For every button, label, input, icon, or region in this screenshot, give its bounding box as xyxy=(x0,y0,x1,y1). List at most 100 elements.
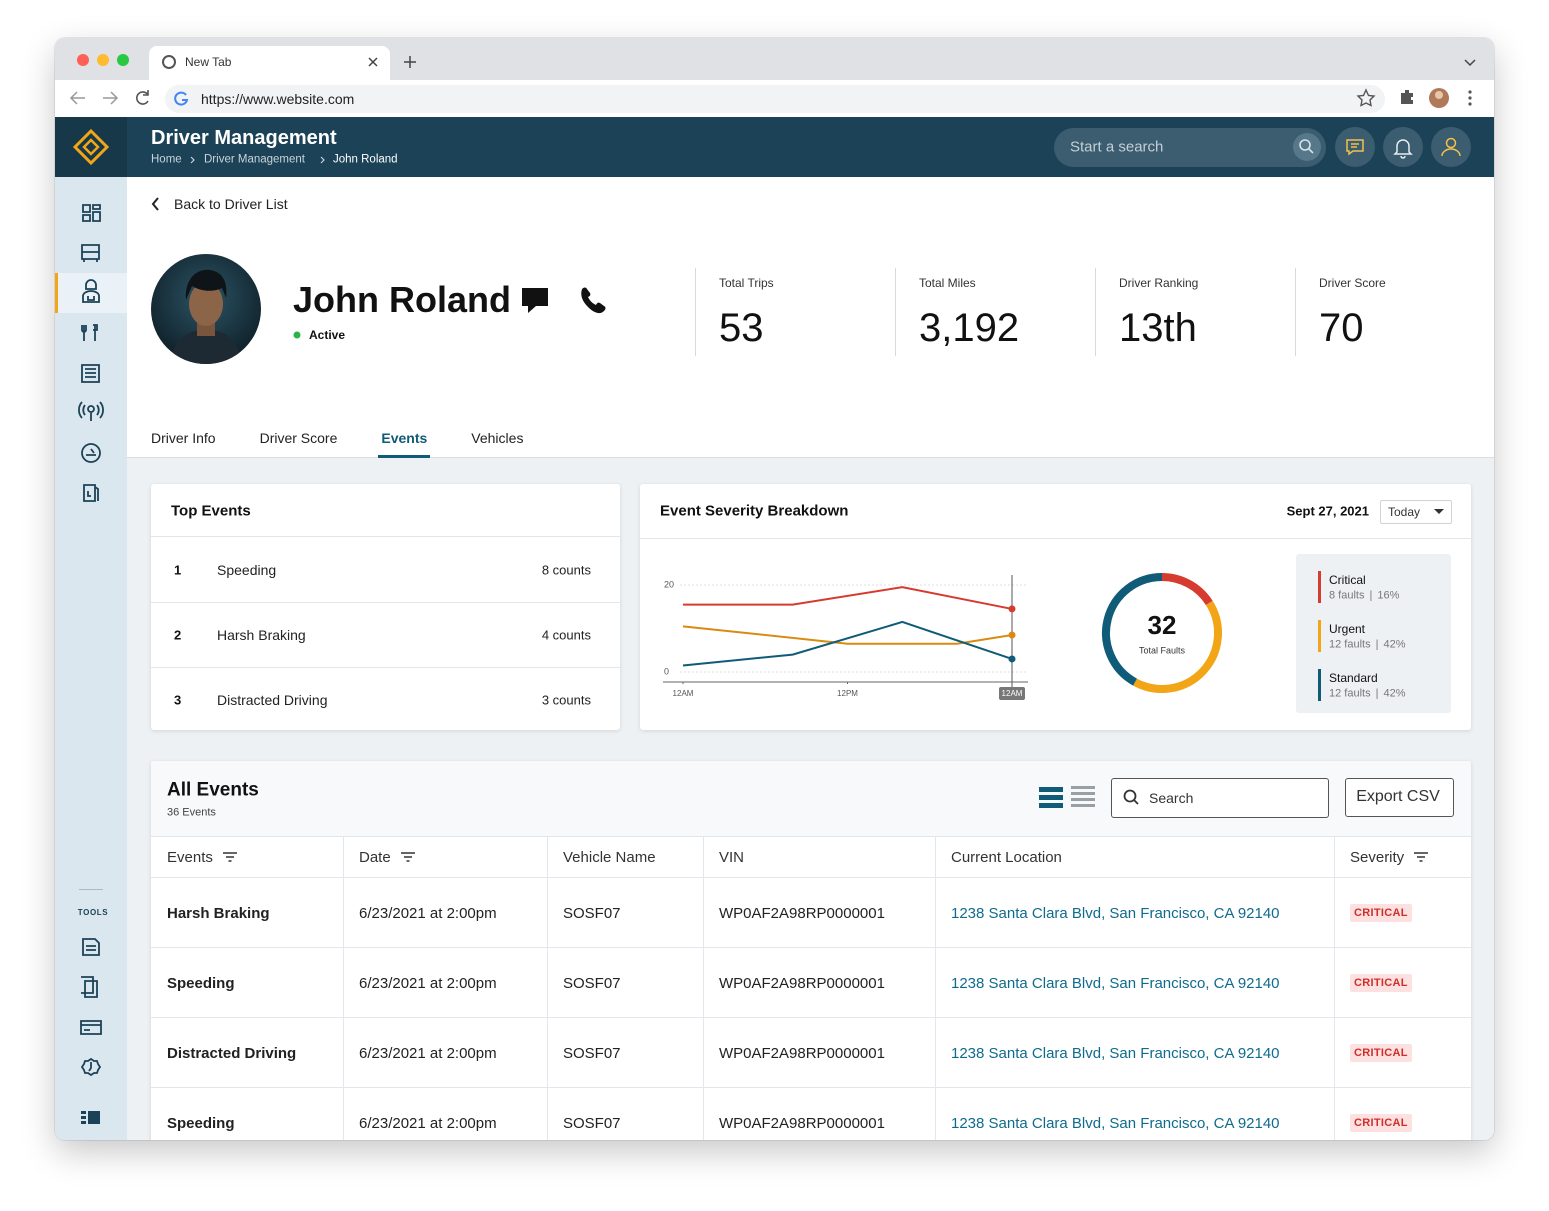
sidebar-section-label: TOOLS xyxy=(77,908,109,917)
separator: | xyxy=(1369,589,1373,602)
column-header[interactable]: Date xyxy=(343,836,547,878)
filter-icon[interactable] xyxy=(400,852,415,862)
stat-label: Driver Ranking xyxy=(1119,276,1199,290)
severity-badge: CRITICAL xyxy=(1350,1044,1412,1062)
separator: | xyxy=(1375,638,1379,651)
table-cell: CRITICAL xyxy=(1334,1088,1471,1140)
profile-area xyxy=(127,177,1494,458)
event-name: Speeding xyxy=(167,1114,235,1132)
event-name: Distracted Driving xyxy=(167,1044,297,1062)
table-cell: 6/23/2021 at 2:00pm xyxy=(343,1088,547,1140)
table-cell[interactable]: 1238 Santa Clara Blvd, San Francisco, CA… xyxy=(935,878,1334,948)
location-link: 1238 Santa Clara Blvd, San Francisco, CA… xyxy=(951,974,1280,992)
row-divider xyxy=(151,667,620,668)
column-label: Current Location xyxy=(951,848,1062,866)
cell-text: SOSF07 xyxy=(563,904,621,922)
table-cell: Speeding xyxy=(151,948,343,1018)
table-cell: CRITICAL xyxy=(1334,878,1471,948)
sidebar xyxy=(55,177,127,1140)
filter-icon[interactable] xyxy=(1414,852,1429,862)
sidebar-divider xyxy=(79,889,103,890)
table-cell: 6/23/2021 at 2:00pm xyxy=(343,1018,547,1088)
column-divider xyxy=(547,836,548,1140)
column-divider xyxy=(935,836,936,1140)
legend-detail: 8 faults | 16% xyxy=(1329,589,1400,602)
breadcrumb[interactable]: Home xyxy=(151,153,182,166)
tab[interactable]: Driver Score xyxy=(259,430,338,446)
column-label: VIN xyxy=(719,848,745,866)
range-value[interactable]: Today xyxy=(1388,505,1421,519)
table-cell: WP0AF2A98RP0000001 xyxy=(703,1088,935,1140)
event-name: Distracted Driving xyxy=(217,692,328,708)
logo-block[interactable] xyxy=(55,117,127,177)
legend-swatch xyxy=(1318,669,1321,701)
sidebar-active-item[interactable] xyxy=(55,273,127,313)
card-title: Event Severity Breakdown xyxy=(660,502,849,520)
column-header: Vehicle Name xyxy=(547,836,703,878)
event-count: 3 counts xyxy=(541,692,591,708)
column-divider xyxy=(343,836,344,1140)
cell-text: WP0AF2A98RP0000001 xyxy=(719,974,885,992)
export-button[interactable] xyxy=(1345,778,1454,817)
tab[interactable]: Driver Info xyxy=(151,430,216,446)
browser-window: 0 20 12AM 12PM 12AM 32 Total Faults New Tab ht… xyxy=(55,38,1494,1140)
table-cell[interactable]: 1238 Santa Clara Blvd, San Francisco, CA… xyxy=(935,948,1334,1018)
fault-count: 8 faults xyxy=(1329,589,1365,602)
notifications-button[interactable] xyxy=(1383,127,1423,167)
row-divider xyxy=(151,602,620,603)
table-cell: WP0AF2A98RP0000001 xyxy=(703,1018,935,1088)
driver-name: John Roland xyxy=(293,279,511,320)
stat-divider xyxy=(1295,268,1296,356)
cell-text: 6/23/2021 at 2:00pm xyxy=(359,1044,497,1062)
breadcrumb[interactable]: Driver Management xyxy=(204,153,305,166)
cell-text: 6/23/2021 at 2:00pm xyxy=(359,974,497,992)
table-title: All Events xyxy=(167,779,259,801)
filter-icon[interactable] xyxy=(222,852,237,862)
event-count: 4 counts xyxy=(541,627,591,643)
event-name: Harsh Braking xyxy=(217,627,306,643)
cell-text: 6/23/2021 at 2:00pm xyxy=(359,1114,497,1132)
location-link: 1238 Santa Clara Blvd, San Francisco, CA… xyxy=(951,1114,1280,1132)
card-title: Top Events xyxy=(171,502,251,520)
sidebar-active-indicator xyxy=(55,273,58,313)
card-divider xyxy=(640,538,1471,539)
messages-button[interactable] xyxy=(1335,127,1375,167)
percent: 16% xyxy=(1377,589,1400,602)
tabs-border xyxy=(127,457,1494,458)
back-link[interactable]: Back to Driver List xyxy=(174,196,288,212)
column-header[interactable]: Events xyxy=(151,836,343,878)
severity-legend xyxy=(1296,554,1451,713)
tab-title[interactable]: New Tab xyxy=(185,55,232,69)
table-cell: CRITICAL xyxy=(1334,948,1471,1018)
table-cell: Distracted Driving xyxy=(151,1018,343,1088)
tab[interactable]: Events xyxy=(378,430,431,458)
table-cell[interactable]: 1238 Santa Clara Blvd, San Francisco, CA… xyxy=(935,1088,1334,1140)
events-search-placeholder[interactable]: Search xyxy=(1149,790,1194,806)
window-content: 0 20 12AM 12PM 12AM 32 Total Faults New Tab ht… xyxy=(55,38,1494,1140)
column-divider xyxy=(703,836,704,1140)
cell-text: 6/23/2021 at 2:00pm xyxy=(359,904,497,922)
filter-lines xyxy=(400,852,415,862)
cell-text: WP0AF2A98RP0000001 xyxy=(719,1114,885,1132)
header-search-placeholder[interactable]: Start a search xyxy=(1070,138,1164,156)
column-label: Severity xyxy=(1350,848,1405,866)
table-cell: WP0AF2A98RP0000001 xyxy=(703,878,935,948)
card-divider xyxy=(151,536,620,537)
profile-button[interactable] xyxy=(1431,127,1471,167)
cell-text: WP0AF2A98RP0000001 xyxy=(719,904,885,922)
tab[interactable]: Vehicles xyxy=(471,430,524,446)
url-field[interactable] xyxy=(165,85,1385,113)
table-cell: SOSF07 xyxy=(547,948,703,1018)
table-cell: Speeding xyxy=(151,1088,343,1140)
events-search[interactable] xyxy=(1111,778,1329,818)
header-search[interactable] xyxy=(1054,128,1326,167)
table-header-row xyxy=(151,836,1471,878)
export-label[interactable]: Export CSV xyxy=(1356,788,1440,805)
column-header: VIN xyxy=(703,836,935,878)
column-header[interactable]: Severity xyxy=(1334,836,1471,878)
table-cell[interactable]: 1238 Santa Clara Blvd, San Francisco, CA… xyxy=(935,1018,1334,1088)
column-header: Current Location xyxy=(935,836,1334,878)
url[interactable]: https://www.website.com xyxy=(201,91,355,107)
browser-tab[interactable] xyxy=(149,46,390,80)
stat-label: Total Miles xyxy=(919,276,976,290)
